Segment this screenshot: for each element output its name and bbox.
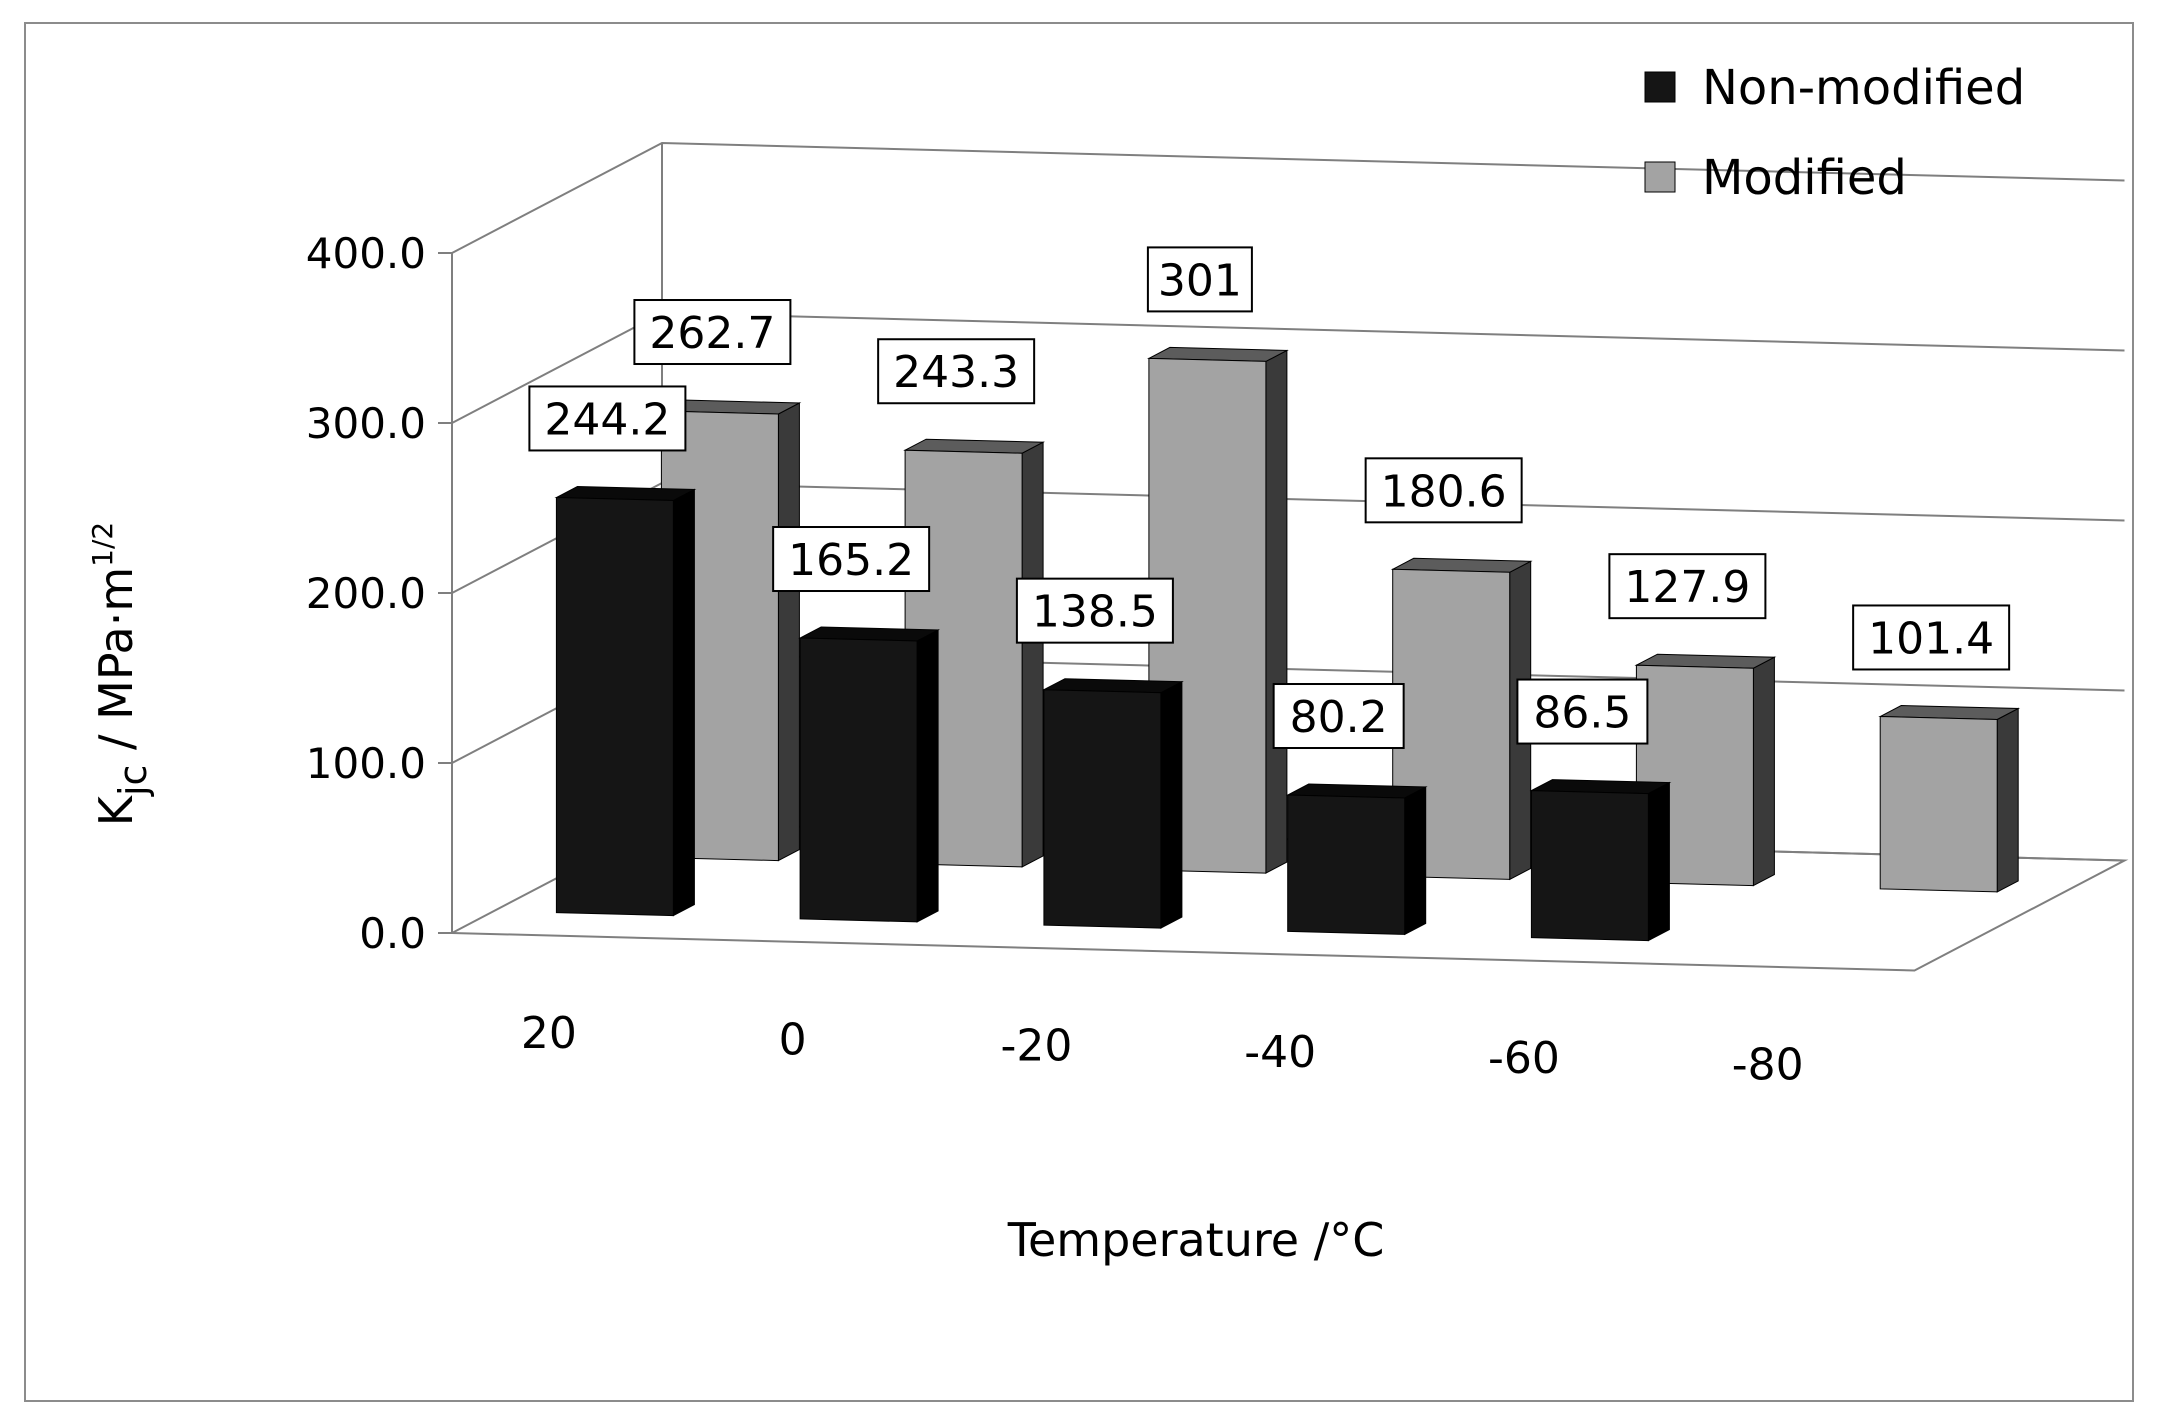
bar-side-face [1265, 349, 1288, 874]
bar-non-modified-20 [554, 485, 697, 917]
bar-side-face [1996, 707, 2019, 893]
chart-canvas: 0.0 100.0 200.0 300.0 400.0 262.7 243.3 301 180… [86, 60, 2129, 1267]
x-tick-label: -40 [1244, 1027, 1316, 1078]
data-label-text: 180.6 [1381, 466, 1507, 517]
data-label-text: 243.3 [893, 347, 1019, 398]
y-axis-title-subscript: jc [111, 765, 155, 797]
y-axis-title-superscript: 1/2 [86, 522, 119, 567]
data-label-box [1852, 604, 2011, 671]
bar-front-face [1879, 715, 1998, 893]
data-label-text: 244.2 [544, 394, 670, 445]
data-label-text: 262.7 [649, 308, 775, 359]
data-label: 244.2 [528, 385, 687, 452]
x-tick-label: -60 [1488, 1033, 1560, 1084]
bar-side-face [1404, 786, 1427, 936]
y-tick-label: 0.0 [359, 909, 426, 958]
y-axis-title-unit: / MPa·m [89, 567, 143, 765]
bar-side-face [1647, 781, 1670, 942]
data-label-box [1146, 246, 1253, 313]
data-label-box [1015, 577, 1174, 644]
y-axis-title-prefix: K [89, 794, 143, 826]
legend-label: Modified [1702, 150, 1907, 206]
data-label-text: 101.4 [1868, 613, 1994, 664]
bar-side-face [1021, 441, 1044, 868]
data-label-box [1608, 553, 1767, 620]
y-tick-label: 200.0 [306, 569, 426, 618]
legend-item-modified: Modified [1644, 150, 1907, 206]
data-label-box [877, 338, 1036, 405]
bar-modified--80 [1878, 704, 2021, 893]
y-tick-label: 300.0 [306, 399, 426, 448]
data-label-text: 80.2 [1290, 692, 1388, 743]
chart-frame: 0.0 100.0 200.0 300.0 400.0 262.7 243.3 301 180… [24, 22, 2134, 1402]
data-label-text: 127.9 [1624, 562, 1750, 613]
data-label: 165.2 [772, 526, 931, 593]
data-label: 301 [1146, 246, 1253, 313]
data-label-text: 165.2 [788, 535, 914, 586]
bar-non-modified--40 [1285, 783, 1428, 936]
data-label-text: 138.5 [1032, 587, 1158, 638]
bar-front-face [1043, 689, 1162, 929]
bar-front-face [1530, 790, 1649, 942]
data-label-box [1516, 678, 1649, 745]
bar-non-modified--20 [1041, 678, 1184, 929]
gridline [451, 141, 2125, 254]
y-axis-title: Kjc / MPa·m1/2 [86, 522, 155, 826]
x-tick-label: 20 [521, 1008, 577, 1059]
legend-label: Non-modified [1702, 60, 2025, 116]
data-label-box [1272, 683, 1405, 750]
bar-side-face [1160, 680, 1183, 929]
data-label-box [633, 299, 792, 366]
data-label-text: 301 [1158, 255, 1242, 306]
x-tick-label: -20 [1000, 1021, 1072, 1072]
bar-front-face [799, 637, 918, 923]
bar-non-modified--60 [1529, 779, 1672, 942]
y-tick-label: 100.0 [306, 739, 426, 788]
x-tick-label: 0 [779, 1014, 807, 1065]
data-label: 180.6 [1364, 457, 1523, 524]
bar-front-face [1287, 794, 1406, 935]
bar-side-face [777, 402, 800, 862]
data-label: 80.2 [1272, 683, 1405, 750]
data-label: 243.3 [877, 338, 1036, 405]
data-label-text: 86.5 [1533, 688, 1631, 739]
data-label: 262.7 [633, 299, 792, 366]
data-label-box [772, 526, 931, 593]
legend-item-non-modified: Non-modified [1644, 60, 2025, 116]
data-label: 127.9 [1608, 553, 1767, 620]
bar-side-face [672, 488, 695, 917]
data-label: 86.5 [1516, 678, 1649, 745]
y-tick-label: 400.0 [306, 229, 426, 278]
bar-side-face [916, 629, 939, 923]
bar-non-modified-0 [798, 626, 941, 923]
bar-side-face [1752, 656, 1775, 887]
bar-front-face [555, 496, 674, 917]
legend-swatch [1644, 71, 1676, 103]
data-label-box [1364, 457, 1523, 524]
data-label: 101.4 [1852, 604, 2011, 671]
data-label-box [528, 385, 687, 452]
data-label: 138.5 [1015, 577, 1174, 644]
legend-swatch [1644, 161, 1676, 193]
x-axis-title: Temperature /°C [1007, 1213, 1385, 1267]
x-tick-label: -80 [1732, 1039, 1804, 1090]
